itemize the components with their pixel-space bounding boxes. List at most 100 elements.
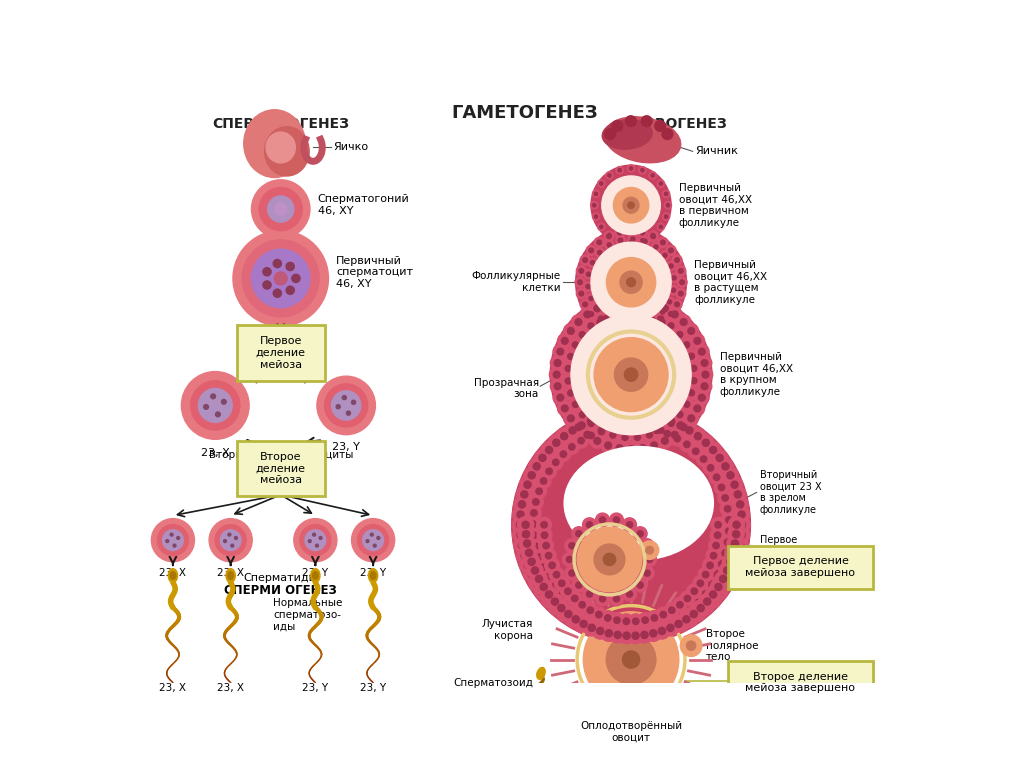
Circle shape	[575, 408, 589, 422]
Circle shape	[575, 424, 582, 430]
Circle shape	[228, 533, 230, 536]
Circle shape	[648, 630, 655, 637]
Circle shape	[641, 169, 644, 172]
Circle shape	[657, 308, 668, 317]
Circle shape	[524, 481, 531, 489]
Circle shape	[701, 383, 708, 390]
Circle shape	[639, 166, 646, 174]
Circle shape	[561, 374, 575, 388]
Circle shape	[531, 550, 546, 565]
Circle shape	[616, 420, 631, 435]
Circle shape	[563, 594, 579, 609]
Circle shape	[654, 120, 666, 131]
Circle shape	[618, 627, 635, 644]
Circle shape	[653, 312, 668, 326]
Circle shape	[597, 320, 601, 324]
Circle shape	[617, 410, 625, 418]
Circle shape	[536, 579, 552, 595]
Circle shape	[673, 597, 687, 612]
Circle shape	[528, 495, 544, 509]
Circle shape	[606, 326, 611, 331]
Circle shape	[521, 545, 538, 561]
Circle shape	[663, 620, 679, 636]
Circle shape	[523, 540, 530, 547]
Circle shape	[680, 591, 695, 606]
Circle shape	[715, 522, 721, 528]
Circle shape	[668, 418, 675, 425]
Circle shape	[653, 623, 670, 639]
Circle shape	[614, 615, 630, 630]
Circle shape	[575, 227, 686, 337]
Circle shape	[300, 525, 331, 556]
Circle shape	[594, 337, 668, 412]
Circle shape	[199, 389, 232, 423]
Circle shape	[600, 611, 615, 625]
Circle shape	[542, 548, 556, 563]
Circle shape	[163, 530, 183, 551]
Circle shape	[618, 238, 623, 242]
Circle shape	[636, 441, 650, 456]
Circle shape	[319, 536, 323, 539]
Circle shape	[573, 433, 589, 448]
Circle shape	[688, 415, 694, 422]
Circle shape	[377, 536, 380, 539]
Text: Сперматогоний
46, XY: Сперматогоний 46, XY	[317, 194, 410, 216]
Circle shape	[521, 491, 528, 498]
Circle shape	[618, 169, 622, 172]
Circle shape	[572, 401, 579, 407]
Circle shape	[560, 610, 567, 617]
Circle shape	[312, 533, 315, 536]
Circle shape	[666, 245, 676, 255]
Circle shape	[606, 234, 611, 239]
Circle shape	[606, 172, 613, 179]
Circle shape	[622, 434, 628, 440]
Circle shape	[596, 592, 609, 606]
Circle shape	[517, 532, 524, 538]
Ellipse shape	[170, 571, 176, 579]
Circle shape	[325, 384, 368, 427]
Circle shape	[727, 472, 734, 479]
Circle shape	[700, 456, 707, 463]
Circle shape	[660, 310, 665, 314]
Circle shape	[609, 432, 616, 438]
Circle shape	[583, 302, 588, 307]
Circle shape	[680, 437, 694, 452]
Circle shape	[718, 458, 733, 475]
Circle shape	[633, 527, 647, 541]
Circle shape	[597, 240, 601, 245]
Circle shape	[643, 428, 656, 442]
Circle shape	[730, 547, 745, 563]
Circle shape	[623, 518, 637, 532]
Circle shape	[718, 575, 733, 591]
Circle shape	[546, 468, 552, 475]
Circle shape	[580, 427, 595, 442]
Circle shape	[575, 582, 582, 588]
Circle shape	[571, 314, 691, 435]
Text: ГАМЕТОГЕНЕЗ: ГАМЕТОГЕНЕЗ	[452, 104, 598, 122]
Circle shape	[614, 631, 622, 638]
Circle shape	[588, 323, 594, 329]
Circle shape	[736, 542, 743, 548]
Circle shape	[710, 446, 717, 453]
Circle shape	[637, 320, 646, 329]
Circle shape	[691, 596, 697, 602]
Circle shape	[613, 617, 621, 624]
Circle shape	[718, 561, 724, 567]
Circle shape	[583, 258, 588, 262]
Circle shape	[638, 632, 645, 639]
Circle shape	[715, 571, 731, 587]
Circle shape	[637, 582, 643, 588]
Text: Первое деление
мейоза завершено: Первое деление мейоза завершено	[745, 556, 855, 578]
Text: Первое
деление
мейоза: Первое деление мейоза	[256, 337, 306, 370]
Circle shape	[716, 454, 723, 462]
Circle shape	[584, 269, 593, 279]
Text: Оплодотворённый
овоцит: Оплодотворённый овоцит	[580, 721, 682, 742]
Circle shape	[221, 400, 226, 404]
Circle shape	[731, 540, 738, 547]
Circle shape	[516, 486, 532, 502]
Circle shape	[643, 239, 647, 243]
Circle shape	[684, 401, 690, 407]
Circle shape	[669, 607, 675, 614]
Circle shape	[594, 305, 601, 311]
Circle shape	[657, 427, 664, 433]
